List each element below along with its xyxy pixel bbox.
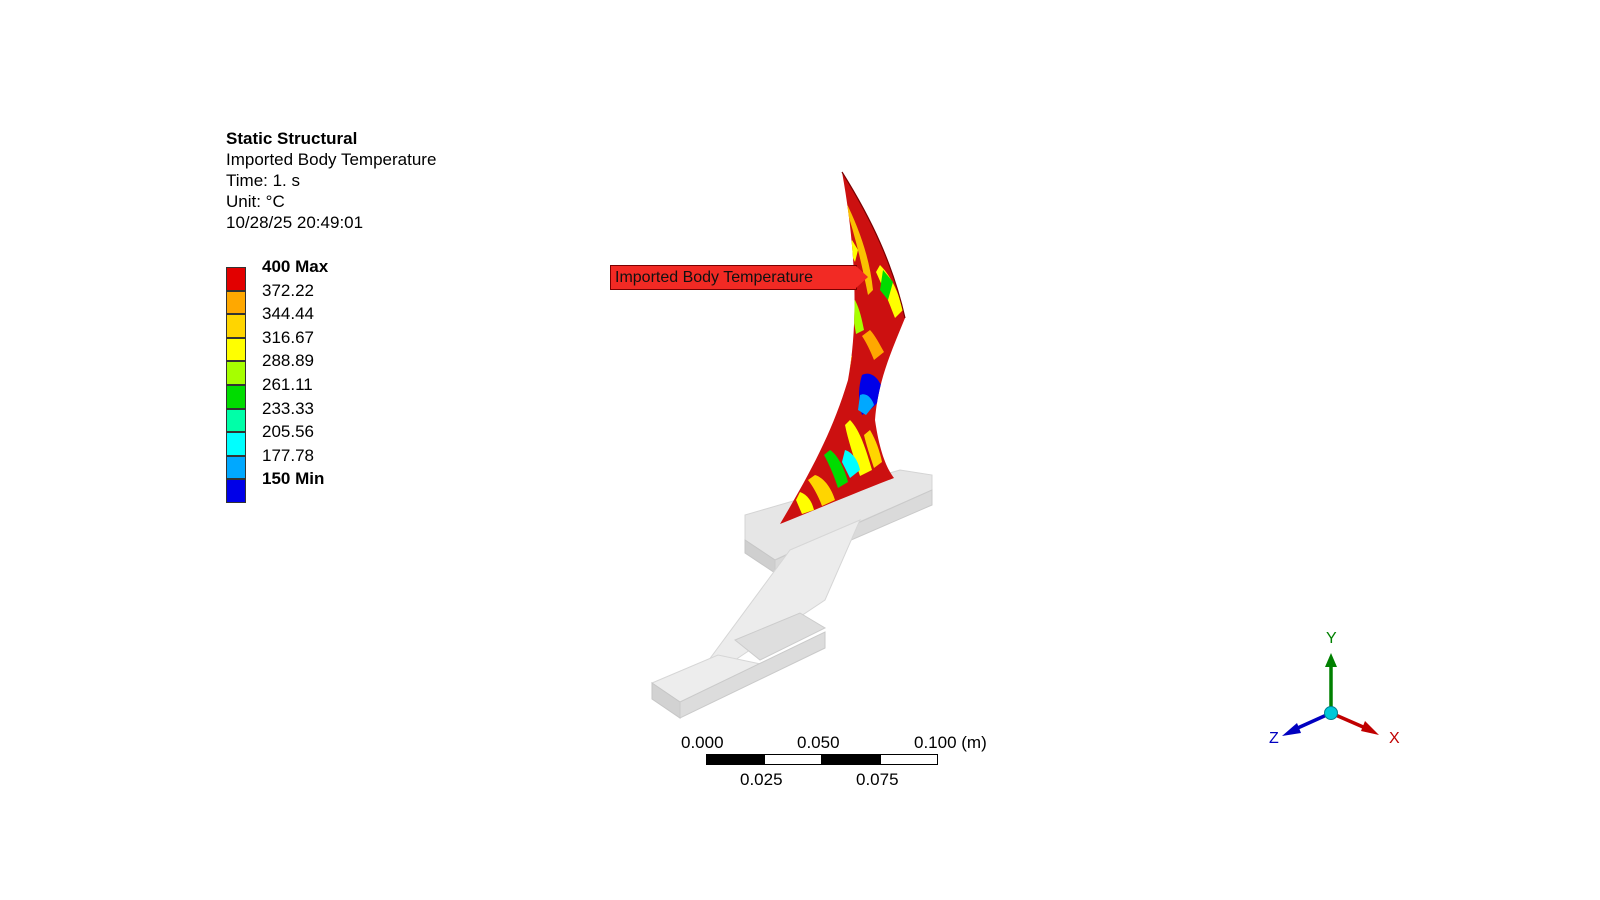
scale-label-025: 0.025 [740,770,783,789]
legend-label: 150 Min [262,469,325,489]
legend-swatch [226,361,246,385]
legend-swatch [226,385,246,409]
blade-temperature-contour [780,171,906,524]
result-time: Time: 1. s [226,171,300,190]
scale-segment-1 [706,754,764,765]
x-axis-label: X [1389,730,1400,747]
legend-swatch [226,455,246,480]
z-axis-label: Z [1269,730,1279,747]
legend-swatch [226,337,246,362]
probe-label[interactable]: Imported Body Temperature [610,265,857,290]
legend-swatch [226,432,246,456]
scale-segment-3 [822,754,880,765]
z-axis-arrow [1282,711,1332,736]
scale-segment-2 [764,754,822,765]
probe-pointer [856,266,868,288]
legend-label: 205.56 [262,422,314,442]
analysis-title: Static Structural [226,129,358,148]
scale-label-050: 0.050 [797,733,840,752]
result-unit: Unit: °C [226,192,285,211]
legend-swatch [226,314,246,338]
legend-swatch [226,408,246,433]
legend-swatch [226,290,246,315]
legend-label: 288.89 [262,351,314,371]
legend-label: 372.22 [262,280,314,300]
triad-origin [1324,706,1338,720]
axis-triad[interactable]: Y X Z [1255,625,1415,755]
legend-label: 233.33 [262,398,314,418]
y-axis-arrow [1325,653,1337,713]
x-axis-arrow [1330,711,1379,735]
scale-segment-4 [880,754,938,765]
result-header: Static Structural Imported Body Temperat… [226,128,436,233]
y-axis-label: Y [1326,630,1337,647]
scale-label-100: 0.100 (m) [914,733,987,752]
legend-swatch [226,267,246,291]
legend-swatch [226,479,246,503]
result-name: Imported Body Temperature [226,150,437,169]
legend-label: 261.11 [262,375,313,394]
legend-label: 344.44 [262,304,314,324]
legend-label: 400 Max [262,257,329,276]
scale-label-0: 0.000 [681,733,724,752]
legend-label: 177.78 [262,445,314,465]
legend-label: 316.67 [262,327,314,347]
base-platform [650,469,933,719]
scale-label-075: 0.075 [856,770,899,789]
result-timestamp: 10/28/25 20:49:01 [226,213,364,232]
